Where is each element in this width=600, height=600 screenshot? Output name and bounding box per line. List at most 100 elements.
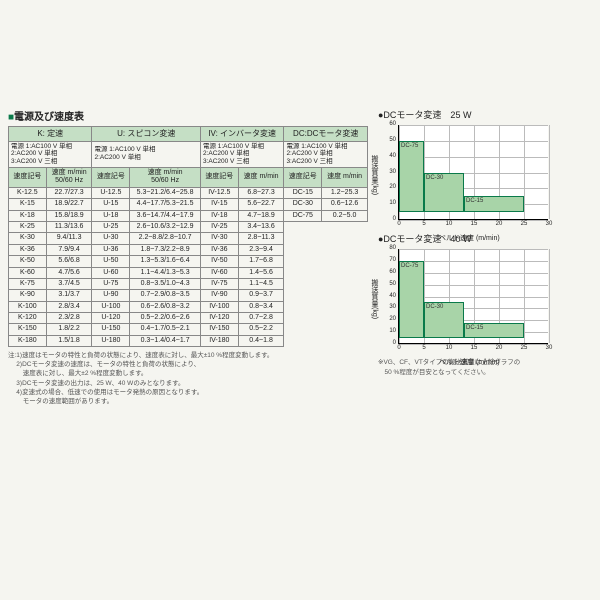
group-header: K: 定速 [9,127,92,142]
col-header: 速度 m/min 50/60 Hz [46,167,92,187]
col-header: 速度記号 [200,167,238,187]
col-header: 速度記号 [9,167,47,187]
table-cell: 1.5/1.8 [46,335,92,346]
table-cell: 3.6~14.7/4.4~17.9 [130,210,201,221]
table-cell: IV-120 [200,313,238,324]
table-cell: 7.9/9.4 [46,244,92,255]
table-cell: K-60 [9,267,47,278]
col-header: 速度記号 [92,167,130,187]
table-cell: K-180 [9,335,47,346]
chart-bar-label: DC-30 [426,175,443,181]
table-notes: 注:1)速度はモータの特性と負荷の状態により、速度表に対し、最大±10 %程度変… [8,351,368,406]
table-cell: 0.7~2.8 [238,313,284,324]
x-axis-label: ベルト速度 (m/min) [439,357,500,367]
table-cell: IV-60 [200,267,238,278]
table-cell: IV-50 [200,256,238,267]
chart-area: 0102030405060051015202530DC-75DC-30DC-15… [398,125,548,220]
table-cell: U-15 [92,199,130,210]
table-cell: K-15 [9,199,47,210]
table-cell: DC-30 [284,199,322,210]
power-spec: 電源 1:AC100 V 単相2:AC200 V 単相 [92,141,200,167]
table-cell: 5.6~22.7 [238,199,284,210]
table-cell: 15.8/18.9 [46,210,92,221]
table-cell: U-36 [92,244,130,255]
table-cell: U-150 [92,324,130,335]
table-cell: IV-75 [200,278,238,289]
table-cell: U-180 [92,335,130,346]
table-cell: K-36 [9,244,47,255]
table-cell: IV-150 [200,324,238,335]
table-cell: 0.3~1.4/0.4~1.7 [130,335,201,346]
table-cell: U-60 [92,267,130,278]
table-cell: 1.8~7.3/2.2~8.9 [130,244,201,255]
table-cell: IV-180 [200,335,238,346]
table-cell: 0.8~3.4 [238,301,284,312]
table-cell: 4.7/5.6 [46,267,92,278]
table-cell: U-18 [92,210,130,221]
table-cell: 0.9~3.7 [238,290,284,301]
table-cell: U-12.5 [92,187,130,198]
table-cell: U-100 [92,301,130,312]
table-cell: DC-15 [284,187,322,198]
table-cell: K-90 [9,290,47,301]
table-cell: K-12.5 [9,187,47,198]
speed-table: K: 定速U: スピコン変速IV: インバータ変速DC:DCモータ変速 電源 1… [8,126,368,347]
table-cell: IV-15 [200,199,238,210]
chart-bar [399,261,424,338]
table-cell: 11.3/13.6 [46,221,92,232]
table-cell: U-120 [92,313,130,324]
table-cell: DC-75 [284,210,322,221]
col-header: 速度 m/min [238,167,284,187]
table-cell: IV-12.5 [200,187,238,198]
table-cell: 2.8/3.4 [46,301,92,312]
table-cell: 3.4~13.6 [238,221,284,232]
table-cell: 6.8~27.3 [238,187,284,198]
chart-dc-25w: ●DCモータ変速 25 W0102030405060051015202530DC… [378,108,592,220]
table-cell: U-50 [92,256,130,267]
table-cell: K-75 [9,278,47,289]
chart-bar-label: DC-75 [401,263,418,269]
group-header: IV: インバータ変速 [200,127,283,142]
table-cell: 4.4~17.7/5.3~21.5 [130,199,201,210]
chart-bar-label: DC-30 [426,304,443,310]
table-cell: IV-18 [200,210,238,221]
table-cell: K-30 [9,233,47,244]
table-cell: K-18 [9,210,47,221]
page-title: ■電源及び速度表 [8,108,368,123]
chart-bar-label: DC-75 [401,143,418,149]
table-cell: 18.9/22.7 [46,199,92,210]
table-cell: 3.7/4.5 [46,278,92,289]
table-cell: IV-100 [200,301,238,312]
table-cell: 0.6~12.6 [322,199,368,210]
col-header: 速度 m/min 50/60 Hz [130,167,201,187]
chart-bar [399,141,424,212]
table-cell: K-120 [9,313,47,324]
table-cell: U-30 [92,233,130,244]
table-cell: 0.2~5.0 [322,210,368,221]
table-cell: 0.7~2.9/0.8~3.5 [130,290,201,301]
table-cell: 2.2~8.8/2.8~10.7 [130,233,201,244]
table-cell: 1.7~6.8 [238,256,284,267]
table-cell: 2.6~10.6/3.2~12.9 [130,221,201,232]
table-cell: 2.3~9.4 [238,244,284,255]
table-cell: 1.1~4.5 [238,278,284,289]
table-cell: 2.8~11.3 [238,233,284,244]
table-cell: IV-36 [200,244,238,255]
table-cell: 1.4~5.6 [238,267,284,278]
table-cell: 0.4~1.8 [238,335,284,346]
chart-bar-label: DC-15 [466,325,483,331]
table-cell: 3.1/3.7 [46,290,92,301]
col-header: 速度記号 [284,167,322,187]
y-axis-label: 搬送質量(kg) [369,155,379,195]
table-cell: 5.3~21.2/6.4~25.8 [130,187,201,198]
chart-area: 01020304050607080051015202530DC-75DC-30D… [398,249,548,344]
chart-title: ●DCモータ変速 25 W [378,108,592,121]
table-cell: 0.8~3.5/1.0~4.3 [130,278,201,289]
y-axis-label: 搬送質量(kg) [369,279,379,319]
col-header: 速度 m/min [322,167,368,187]
table-cell: K-25 [9,221,47,232]
table-cell: K-150 [9,324,47,335]
table-cell: U-25 [92,221,130,232]
chart-bar-label: DC-15 [466,198,483,204]
table-cell: 0.5~2.2 [238,324,284,335]
